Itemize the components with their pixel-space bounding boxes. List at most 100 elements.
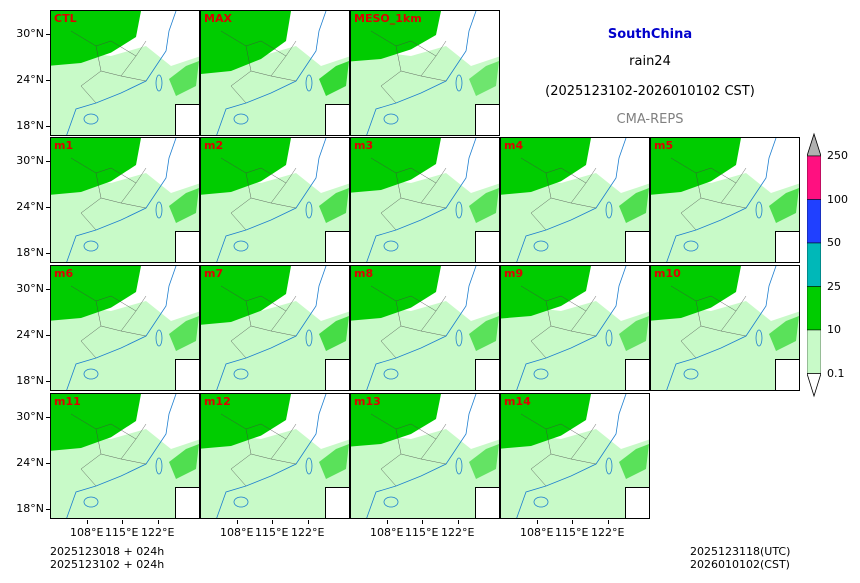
- province-borders: [70, 157, 147, 231]
- region-title: SouthChina: [607, 27, 693, 42]
- longitude-label: 122°E: [591, 526, 625, 539]
- light-rain-area: [201, 301, 349, 390]
- taiwan-island: [755, 329, 763, 347]
- south-china-sea-inset: [625, 359, 649, 390]
- light-rain-area: [501, 429, 649, 518]
- moderate-rain-area: [351, 11, 441, 62]
- taiwan-island: [155, 329, 163, 347]
- precip-map: [501, 266, 649, 390]
- valid-time-cst: 2026010102(CST): [690, 558, 790, 571]
- south-china-sea-inset: [325, 487, 349, 518]
- light-rain-area: [351, 46, 499, 135]
- moderate-rain-area: [201, 266, 291, 325]
- south-china-sea-inset: [175, 359, 199, 390]
- latitude-tick: [46, 335, 50, 336]
- map-panel: m8: [350, 265, 500, 391]
- latitude-label: 30°N: [16, 410, 44, 423]
- rain-patch: [619, 316, 649, 351]
- south-china-sea-inset: [775, 359, 799, 390]
- panel-label: m6: [54, 267, 74, 280]
- precip-map: [651, 266, 799, 390]
- precip-map: [501, 394, 649, 518]
- taiwan-island: [455, 74, 463, 92]
- moderate-rain-area: [51, 266, 141, 321]
- taiwan-island: [305, 457, 313, 475]
- moderate-rain-area: [51, 394, 141, 451]
- hainan-island: [233, 368, 249, 380]
- province-borders: [370, 413, 447, 487]
- south-china-sea-inset: [775, 231, 799, 262]
- map-panel: m9: [500, 265, 650, 391]
- taiwan-island: [305, 201, 313, 219]
- panel-label: MESO_1km: [354, 12, 422, 25]
- moderate-rain-area: [351, 266, 441, 321]
- longitude-tick: [608, 520, 609, 524]
- latitude-label: 18°N: [16, 374, 44, 387]
- hainan-island: [83, 240, 99, 252]
- longitude-tick: [122, 520, 123, 524]
- hainan-island: [533, 368, 549, 380]
- map-panel: m1: [50, 137, 200, 263]
- precip-map: [351, 394, 499, 518]
- latitude-label: 24°N: [16, 456, 44, 469]
- hainan-island: [533, 496, 549, 508]
- valid-time-utc: 2025123118(UTC): [690, 545, 791, 558]
- moderate-rain-area: [501, 394, 591, 449]
- colorbar: [807, 132, 821, 398]
- longitude-label: 115°E: [255, 526, 289, 539]
- longitude-tick: [308, 520, 309, 524]
- map-panel: m11: [50, 393, 200, 519]
- light-rain-area: [501, 173, 649, 262]
- hainan-island: [83, 368, 99, 380]
- province-borders: [70, 30, 147, 104]
- latitude-tick: [46, 509, 50, 510]
- rain-patch: [469, 444, 499, 479]
- hainan-island: [233, 240, 249, 252]
- precip-map: [201, 394, 349, 518]
- map-panel: m6: [50, 265, 200, 391]
- province-borders: [370, 157, 447, 231]
- panel-label: m12: [204, 395, 231, 408]
- moderate-rain-area: [51, 138, 141, 195]
- latitude-label: 30°N: [16, 282, 44, 295]
- rain-patch: [169, 61, 199, 96]
- rain-patch: [769, 316, 799, 351]
- map-panel: m3: [350, 137, 500, 263]
- south-china-sea-inset: [625, 231, 649, 262]
- colorbar-segment: [807, 199, 821, 244]
- precip-map: [201, 11, 349, 135]
- precip-map: [351, 11, 499, 135]
- panel-label: m5: [654, 139, 674, 152]
- colorbar-segment: [807, 242, 821, 287]
- colorbar-extend-top: [807, 132, 821, 157]
- longitude-tick: [387, 520, 388, 524]
- province-borders: [670, 157, 747, 231]
- south-china-sea-inset: [175, 231, 199, 262]
- colorbar-level-label: 50: [827, 236, 841, 249]
- longitude-tick: [158, 520, 159, 524]
- light-rain-area: [51, 46, 199, 135]
- south-china-sea-inset: [325, 231, 349, 262]
- map-panel: m7: [200, 265, 350, 391]
- precip-map: [351, 138, 499, 262]
- map-panel: m10: [650, 265, 800, 391]
- longitude-tick: [272, 520, 273, 524]
- light-rain-area: [51, 301, 199, 390]
- longitude-label: 122°E: [141, 526, 175, 539]
- light-rain-area: [651, 301, 799, 390]
- province-borders: [670, 285, 747, 359]
- moderate-rain-area: [51, 11, 141, 66]
- longitude-label: 108°E: [220, 526, 254, 539]
- taiwan-island: [305, 74, 313, 92]
- init-time-utc: 2025123018 + 024h: [50, 545, 165, 558]
- moderate-rain-area: [351, 138, 441, 193]
- precip-map: [201, 266, 349, 390]
- rain-patch: [169, 444, 199, 479]
- light-rain-area: [201, 46, 349, 135]
- province-borders: [220, 30, 297, 104]
- province-borders: [520, 157, 597, 231]
- panel-label: m11: [54, 395, 81, 408]
- hainan-island: [83, 113, 99, 125]
- south-china-sea-inset: [475, 104, 499, 135]
- period-title: (2025123102-2026010102 CST): [545, 84, 755, 99]
